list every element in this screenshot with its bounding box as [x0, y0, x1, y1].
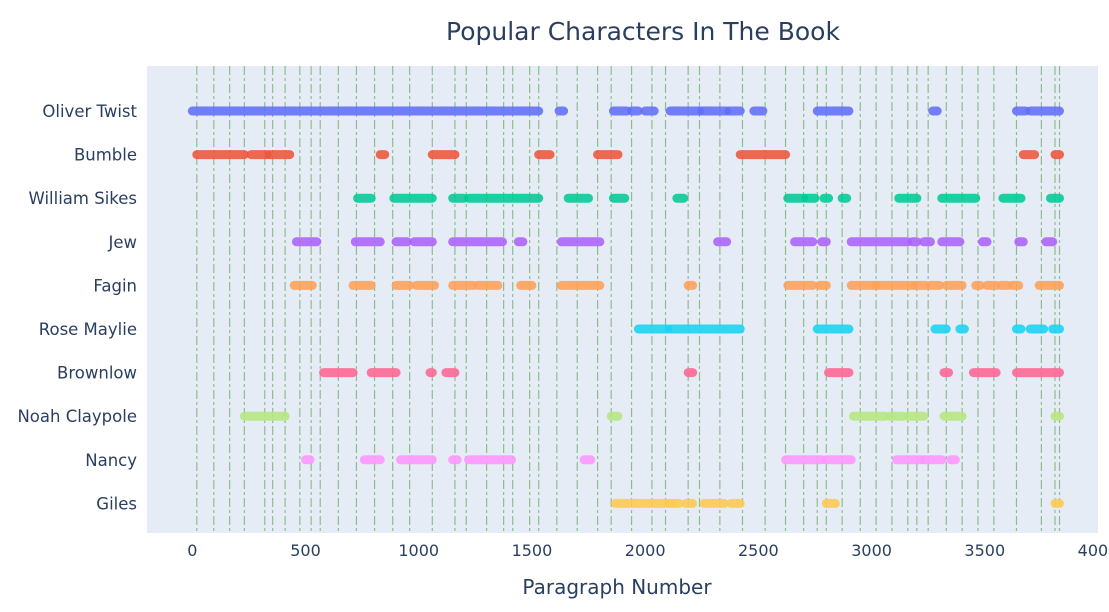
- category-label: Nancy: [85, 451, 137, 470]
- x-tick-label: 3000: [851, 541, 892, 560]
- x-tick-label: 0: [187, 541, 197, 560]
- x-axis-title: Paragraph Number: [522, 575, 712, 599]
- x-axis-ticks: 0 500 1000 1500 2000 2500 3000 3500 4000: [187, 541, 1109, 560]
- chapter-lines: [196, 66, 1061, 533]
- x-tick-label: 1000: [398, 541, 439, 560]
- category-label: Fagin: [93, 276, 137, 295]
- x-tick-label: 500: [290, 541, 321, 560]
- category-label: Noah Claypole: [17, 407, 137, 426]
- x-tick-label: 2500: [738, 541, 779, 560]
- category-label: Giles: [96, 494, 137, 513]
- category-label: Jew: [107, 233, 137, 252]
- x-tick-label: 1500: [512, 541, 553, 560]
- y-axis-categories: Oliver Twist Bumble William Sikes Jew Fagin R…: [17, 102, 137, 513]
- x-tick-label: 4000: [1078, 541, 1109, 560]
- x-tick-label: 3500: [964, 541, 1005, 560]
- plot-area: [147, 66, 1098, 533]
- category-label: William Sikes: [29, 189, 138, 208]
- category-label: Bumble: [74, 146, 137, 165]
- x-tick-label: 2000: [625, 541, 666, 560]
- category-label: Oliver Twist: [42, 102, 137, 121]
- category-label: Rose Maylie: [39, 320, 137, 339]
- chart-title: Popular Characters In The Book: [446, 17, 840, 46]
- category-label: Brownlow: [57, 364, 137, 383]
- series-layer: [187, 106, 1065, 508]
